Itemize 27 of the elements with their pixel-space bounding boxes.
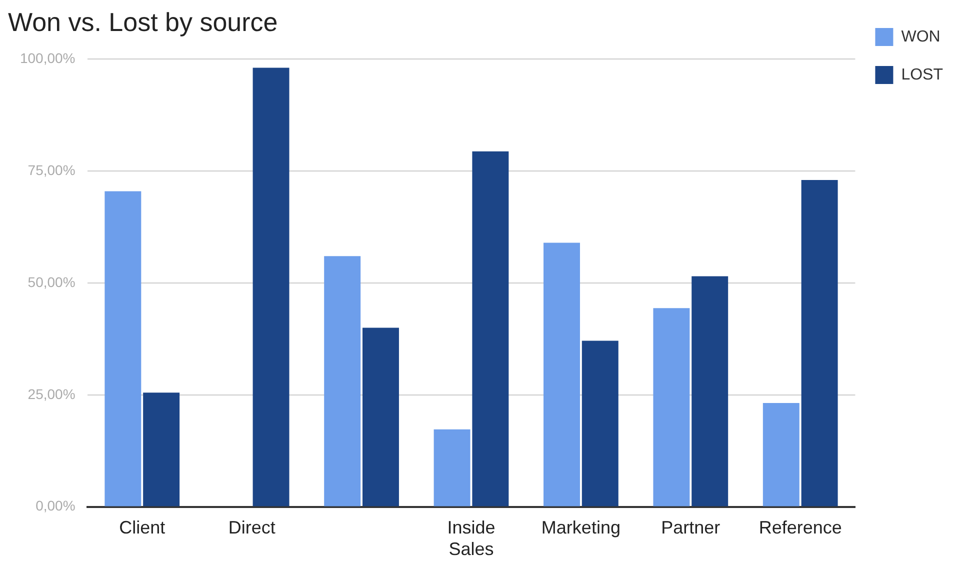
y-tick-label: 100,00% <box>20 50 76 66</box>
bar <box>801 180 838 506</box>
bar <box>582 340 618 506</box>
x-tick-label: Partner <box>661 518 720 538</box>
bar <box>143 392 180 506</box>
legend-label: WON <box>901 28 940 46</box>
bar <box>362 328 399 506</box>
y-tick-label: 50,00% <box>28 274 76 290</box>
bar <box>104 191 142 506</box>
y-tick-label: 25,00% <box>28 386 76 402</box>
legend-label: LOST <box>901 66 944 84</box>
bar <box>544 242 580 506</box>
bar <box>252 68 290 506</box>
y-tick-label: 0,00% <box>36 498 76 514</box>
bar <box>653 308 690 506</box>
chart-title: Won vs. Lost by source <box>8 6 278 37</box>
x-tick-label: Client <box>119 518 166 538</box>
x-tick-label: Inside Sales <box>447 518 496 560</box>
bar <box>472 151 509 506</box>
bar <box>692 276 728 506</box>
x-tick-label: Reference <box>758 518 842 538</box>
bar <box>324 256 361 506</box>
x-tick-label: Marketing <box>541 518 620 538</box>
y-tick-label: 75,00% <box>28 162 76 178</box>
bar <box>434 429 470 506</box>
bar <box>762 402 800 506</box>
x-tick-label: Direct <box>228 518 276 538</box>
